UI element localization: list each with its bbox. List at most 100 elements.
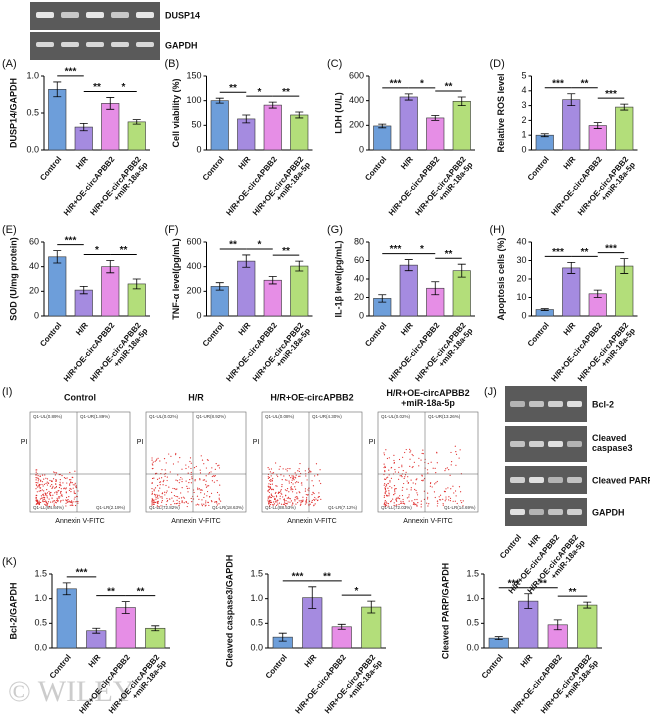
event-dot (39, 487, 41, 489)
event-dot (39, 498, 42, 500)
event-dot (185, 464, 187, 466)
event-dot (436, 480, 438, 483)
event-dot (198, 504, 200, 506)
event-dot (70, 491, 72, 493)
event-dot (190, 462, 192, 464)
x-tick-label: H/R+OE-circAPBB2 (293, 652, 348, 715)
y-tick-label: 0.0 (466, 642, 479, 652)
x-tick-label: H/R+OE-circAPBB2+miR-18a-5p (413, 154, 475, 223)
event-dot (383, 463, 385, 465)
event-dot (181, 468, 183, 470)
event-dot (385, 449, 387, 451)
y-tick-label: 0 (359, 310, 364, 320)
event-dot (218, 464, 220, 466)
event-dot (286, 503, 288, 505)
x-tick-label: H/R+OE-circAPBB2+miR-18a-5p (413, 320, 475, 389)
event-dot (201, 505, 203, 507)
error-bar (79, 286, 88, 295)
x-tick-label: Control (201, 321, 226, 349)
error-bar (215, 282, 224, 291)
event-dot (387, 482, 389, 485)
event-dot (294, 496, 296, 498)
event-dot (178, 501, 180, 503)
y-tick-label: 40 (354, 273, 364, 283)
event-dot (176, 496, 179, 498)
band (61, 12, 79, 18)
quadrant-label: Q1-UL(0.08%) (265, 414, 295, 419)
event-dot (164, 491, 166, 493)
panel-label: (D) (490, 58, 505, 70)
event-dot (57, 500, 59, 503)
event-dot (278, 502, 281, 504)
event-dot (61, 495, 63, 497)
sig-label: * (355, 586, 359, 597)
y-tick-label: 0.5 (466, 618, 479, 628)
event-dot (66, 477, 68, 479)
sig-label: * (420, 79, 424, 90)
event-dot (181, 478, 183, 480)
event-dot (275, 495, 278, 497)
error-bar (593, 122, 602, 129)
bar (48, 256, 67, 317)
event-dot (275, 500, 277, 502)
event-dot (219, 500, 222, 502)
event-dot (292, 483, 294, 485)
event-dot (449, 474, 451, 477)
event-dot (299, 504, 302, 506)
event-dot (298, 500, 300, 502)
event-dot (288, 475, 291, 477)
event-dot (152, 461, 154, 463)
event-dot (157, 506, 160, 508)
event-dot (290, 487, 292, 489)
event-dot (77, 500, 79, 503)
event-dot (290, 486, 292, 488)
blot-label: GAPDH (165, 40, 198, 50)
y-tick-label: 400 (349, 95, 364, 105)
quadrant-label: Q1-LR(2.19%) (96, 505, 126, 510)
x-tick-label: H/R (87, 653, 103, 670)
event-dot (153, 490, 155, 492)
event-dot (56, 499, 59, 501)
y-tick-label: 0.0 (34, 642, 47, 652)
y-tick-label: 20 (354, 292, 364, 302)
event-dot (36, 491, 38, 493)
error-bar (378, 123, 387, 129)
event-dot (178, 504, 180, 507)
event-dot (276, 501, 278, 503)
event-dot (294, 472, 296, 474)
event-dot (413, 502, 415, 504)
event-dot (55, 483, 57, 485)
x-tick-label: H/R+OE-circAPBB2+miR-18a-5p (251, 320, 313, 389)
event-dot (203, 496, 205, 499)
event-dot (74, 482, 76, 484)
y-tick-label: 10 (516, 292, 526, 302)
event-dot (281, 485, 283, 488)
event-dot (434, 496, 436, 499)
x-tick-label: H/R (562, 321, 578, 338)
event-dot (395, 498, 397, 501)
event-dot (319, 469, 321, 471)
event-dot (214, 501, 216, 503)
event-dot (271, 472, 273, 474)
event-dot (307, 489, 309, 491)
event-dot (286, 479, 288, 481)
error-bar (295, 260, 304, 272)
event-dot (394, 468, 396, 471)
event-dot (73, 490, 75, 492)
event-dot (445, 488, 447, 490)
event-dot (391, 487, 393, 489)
event-dot (456, 502, 458, 505)
event-dot (188, 487, 190, 489)
event-dot (298, 491, 300, 493)
event-dot (305, 501, 307, 503)
event-dot (54, 492, 56, 494)
event-dot (50, 494, 52, 497)
event-dot (166, 497, 168, 500)
event-dot (59, 481, 61, 483)
event-dot (155, 498, 157, 500)
event-dot (46, 488, 48, 491)
y-axis-label: SOD (U/mg protein) (8, 237, 18, 321)
event-dot (408, 496, 410, 498)
event-dot (151, 499, 153, 501)
event-dot (270, 494, 273, 496)
